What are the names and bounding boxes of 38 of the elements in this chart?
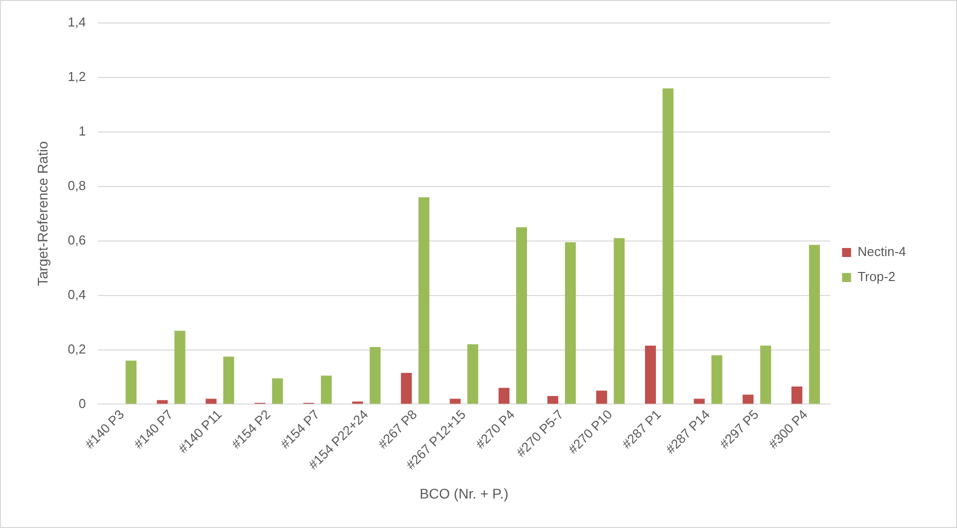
bar bbox=[791, 386, 802, 404]
bar bbox=[450, 398, 461, 404]
bar bbox=[498, 388, 510, 404]
bar bbox=[320, 376, 332, 404]
bar bbox=[156, 400, 168, 404]
legend-label: Nectin-4 bbox=[858, 244, 906, 260]
bar bbox=[272, 378, 283, 404]
bar bbox=[223, 356, 234, 404]
bar bbox=[596, 390, 608, 404]
y-tick-label: 1,2 bbox=[68, 69, 86, 84]
bar bbox=[352, 401, 364, 404]
bar bbox=[174, 330, 186, 404]
y-tick-label: 1,4 bbox=[68, 14, 86, 30]
bar bbox=[467, 344, 478, 404]
y-axis-title: Target-Reference Ratio bbox=[34, 141, 50, 286]
y-tick-label: 0,2 bbox=[68, 341, 86, 356]
y-tick-label: 0,4 bbox=[68, 286, 86, 302]
bar bbox=[564, 242, 576, 404]
bar bbox=[547, 396, 558, 404]
bar bbox=[662, 88, 674, 404]
y-tick-label: 0,8 bbox=[68, 178, 86, 193]
bar bbox=[126, 360, 137, 404]
bar bbox=[418, 197, 430, 404]
y-tick-label: 0,6 bbox=[68, 232, 86, 248]
y-tick-label: 0 bbox=[78, 396, 86, 411]
bar bbox=[370, 347, 381, 404]
bar bbox=[400, 372, 412, 404]
bar bbox=[809, 244, 820, 404]
bar bbox=[206, 398, 217, 404]
y-tick-label: 1 bbox=[78, 123, 86, 138]
legend-label: Trop-2 bbox=[858, 269, 896, 284]
bar bbox=[645, 346, 656, 404]
bar bbox=[614, 238, 625, 404]
bar bbox=[742, 394, 754, 404]
bar bbox=[760, 346, 772, 404]
x-axis-title: BCO (Nr. + P.) bbox=[420, 485, 508, 502]
bar bbox=[516, 227, 528, 404]
bar bbox=[711, 355, 722, 404]
